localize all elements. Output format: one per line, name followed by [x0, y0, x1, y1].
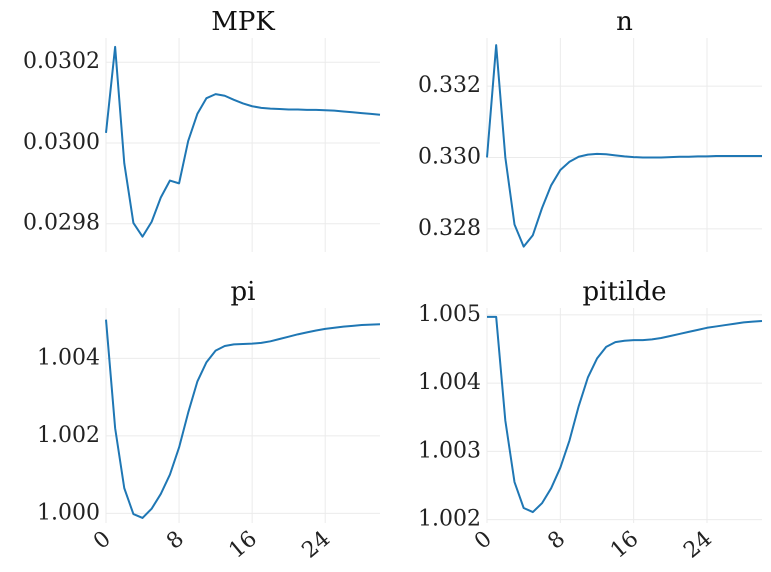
series-line: [487, 315, 763, 514]
x-tick-label: 8: [543, 526, 570, 554]
series-line: [486, 44, 762, 248]
y-tick-label: 0.328: [418, 216, 481, 241]
y-tick-label: 0.0298: [23, 211, 100, 236]
y-tick-label: 0.332: [418, 73, 481, 98]
panel-2: 0.328 0.330 0.332 n: [418, 7, 762, 252]
x-tick-label: 24: [298, 526, 336, 563]
series-line: [105, 319, 381, 519]
y-tick-label: 1.003: [418, 438, 481, 463]
x-tick-label: 0: [89, 526, 116, 554]
y-tick-label: 1.004: [37, 345, 100, 370]
y-tick-label: 0.330: [418, 144, 481, 169]
panel-1: 0.0298 0.0300 0.0302 MPK: [23, 7, 381, 252]
y-tick-label: 1.005: [418, 302, 481, 327]
y-tick-label: 1.004: [418, 370, 481, 395]
y-tick-label: 1.002: [37, 423, 100, 448]
panel-3: 1.000 1.002 1.004 0 8 16 24 pi: [37, 277, 381, 564]
y-tick-label: 1.002: [418, 507, 481, 532]
x-tick-label: 8: [162, 526, 189, 554]
x-tick-label: 24: [679, 526, 717, 563]
panel-title: MPK: [211, 7, 275, 37]
panel-title: pi: [231, 277, 256, 307]
y-tick-label: 1.000: [37, 500, 100, 525]
y-tick-label: 0.0302: [23, 49, 100, 74]
y-tick-label: 0.0300: [23, 130, 100, 155]
panel-title: n: [616, 7, 633, 37]
x-tick-label: 16: [224, 526, 262, 563]
panel-title: pitilde: [582, 277, 666, 307]
series-line: [105, 45, 381, 238]
x-tick-label: 16: [606, 526, 644, 563]
